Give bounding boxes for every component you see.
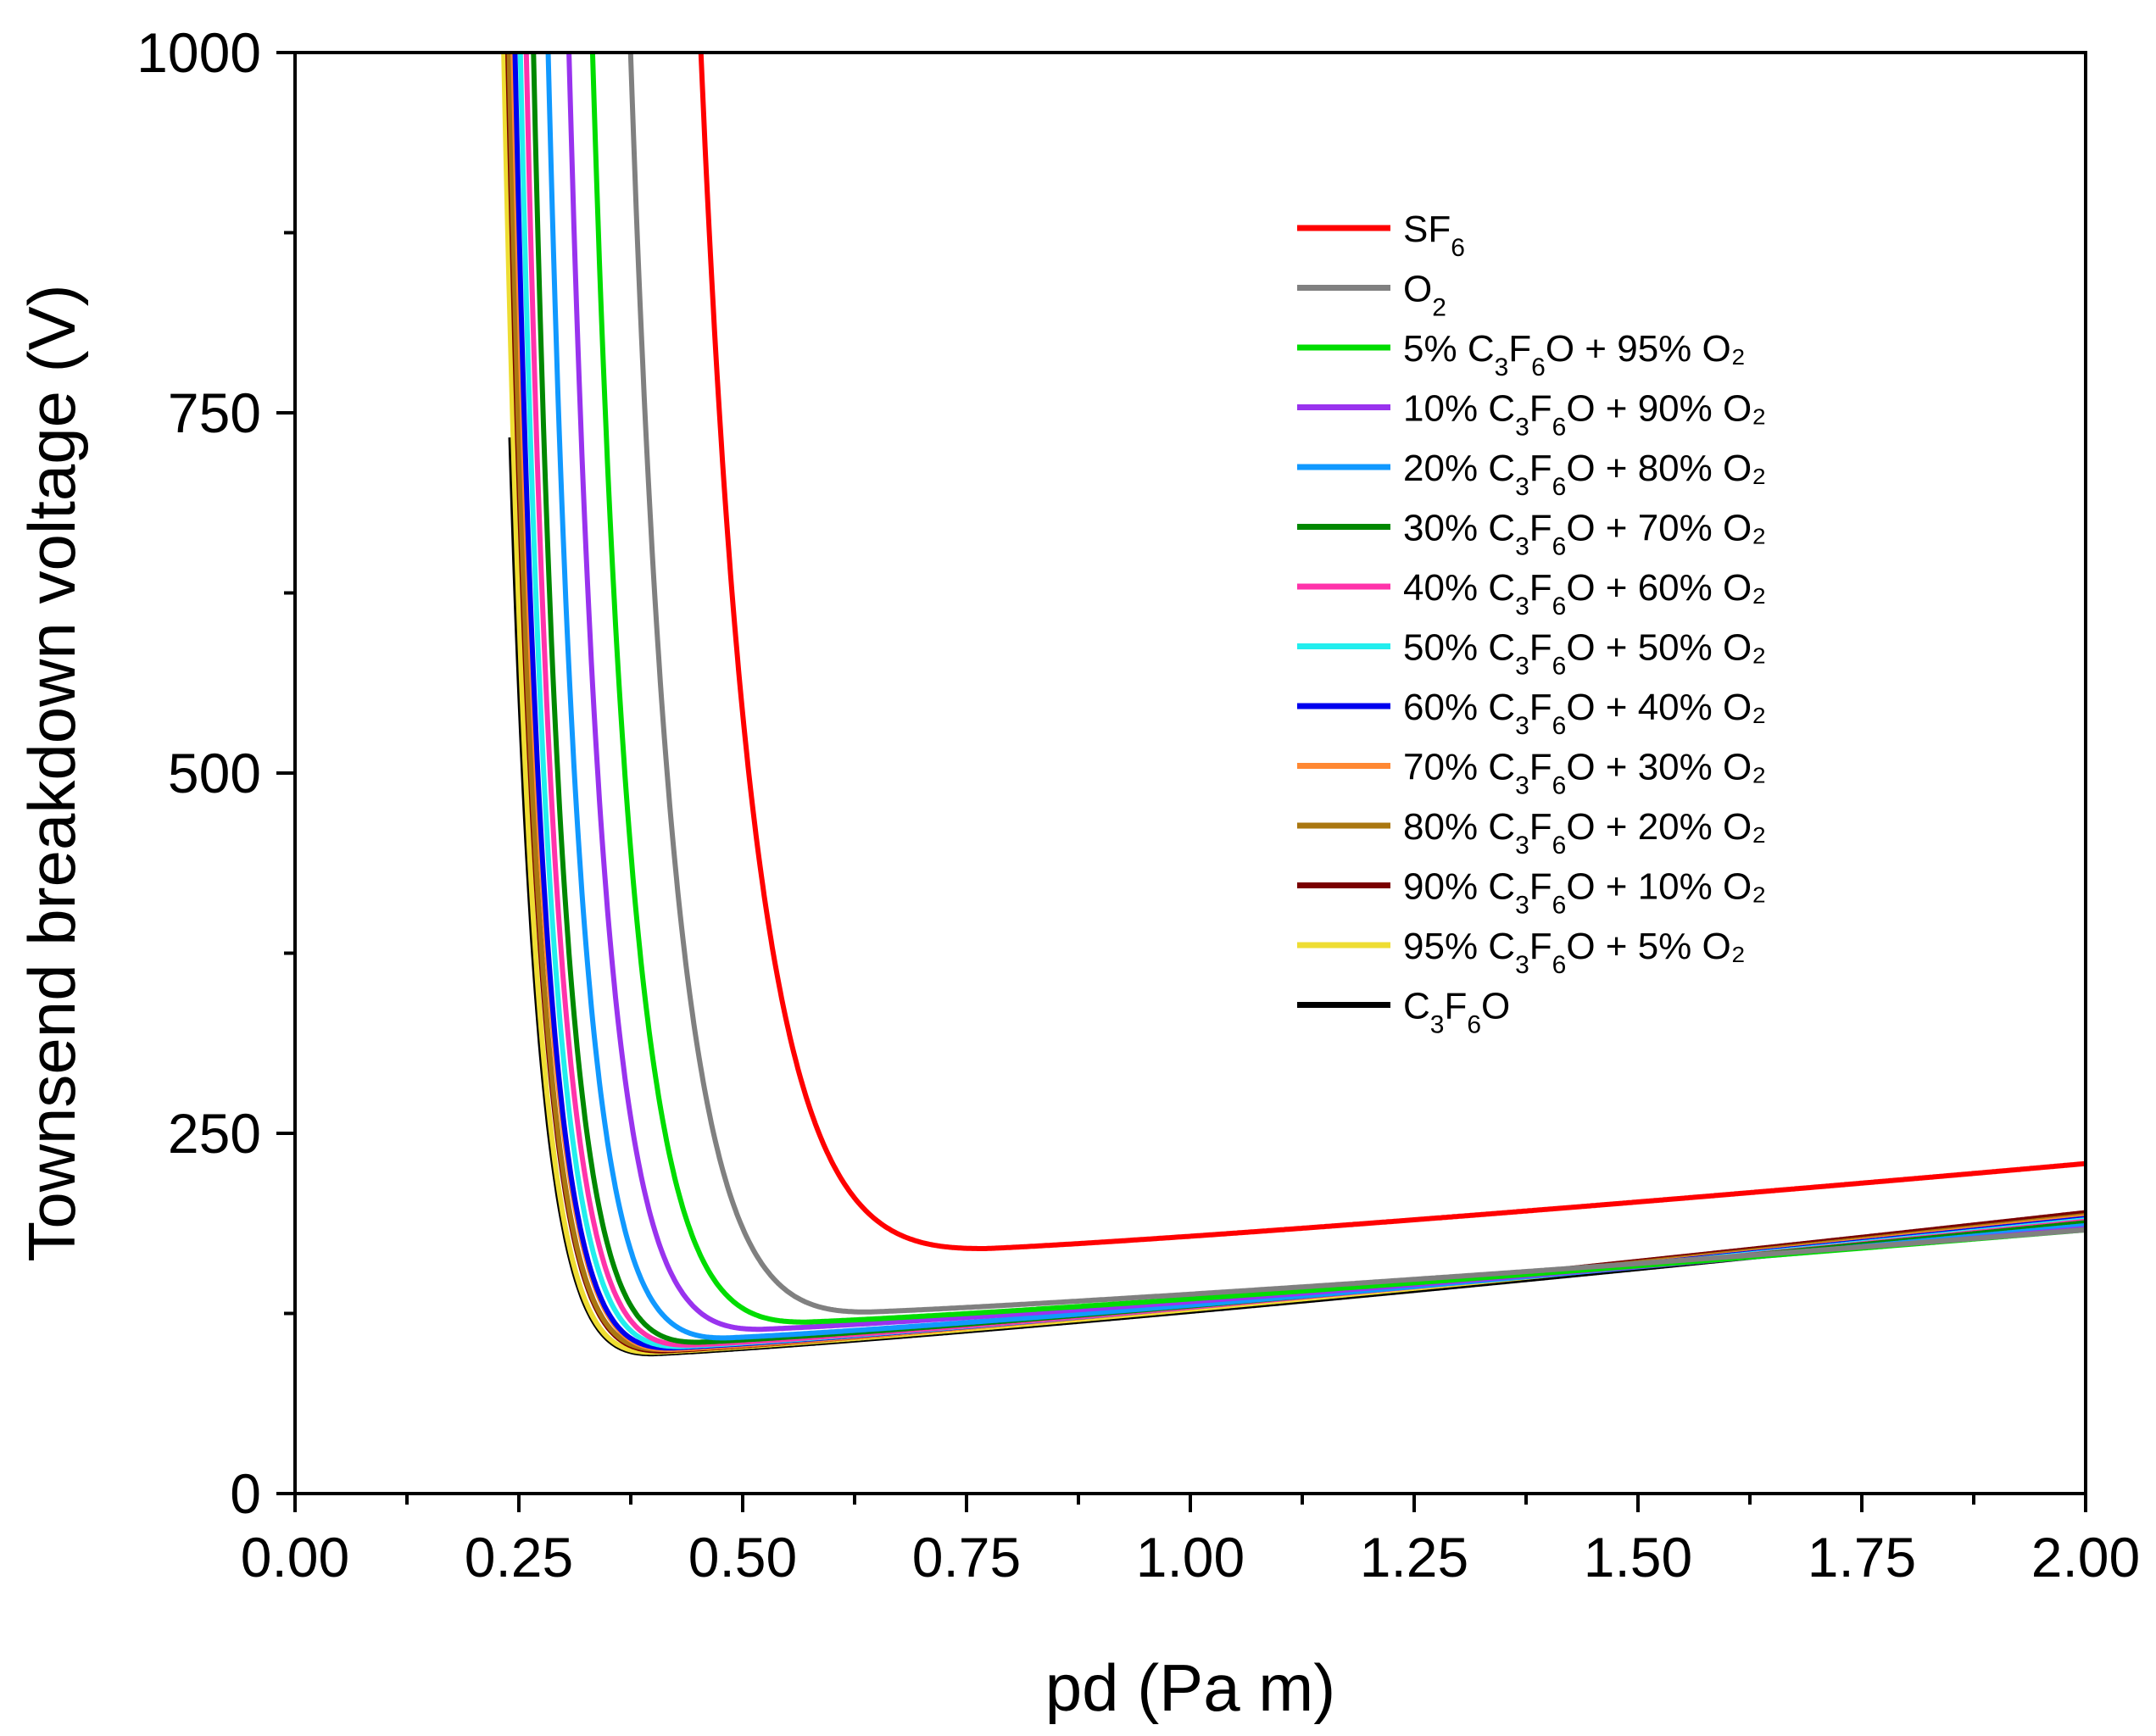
y-tick-label: 1000	[136, 21, 261, 84]
legend-item: 40% C3F6O + 60% O₂	[1297, 567, 1766, 620]
x-tick-label: 1.50	[1584, 1526, 1692, 1589]
legend-item: 20% C3F6O + 80% O₂	[1297, 448, 1766, 501]
x-tick-label: 1.25	[1360, 1526, 1468, 1589]
x-tick-label: 1.75	[1808, 1526, 1916, 1589]
series-layer	[501, 53, 2086, 1357]
y-tick-label: 250	[168, 1102, 261, 1165]
x-tick-label: 0.00	[241, 1526, 349, 1589]
series-line	[506, 53, 2086, 1352]
legend-item: C3F6O	[1297, 986, 1510, 1039]
x-tick-label: 0.25	[465, 1526, 573, 1589]
plot-frame	[293, 51, 2087, 1495]
legend-label: 20% C3F6O + 80% O₂	[1403, 448, 1766, 501]
y-tick-label: 750	[168, 381, 261, 444]
legend-label: 80% C3F6O + 20% O₂	[1403, 806, 1766, 860]
legend-label: O2	[1403, 269, 1446, 322]
legend-item: 90% C3F6O + 10% O₂	[1297, 866, 1766, 920]
series-line	[512, 53, 2086, 1351]
y-axis-ticks: 0 250 500 750 1000	[136, 21, 295, 1525]
legend-item: O2	[1297, 269, 1446, 322]
legend-item: 80% C3F6O + 20% O₂	[1297, 806, 1766, 860]
legend-label: 60% C3F6O + 40% O₂	[1403, 687, 1766, 740]
series-line	[545, 53, 2086, 1341]
y-tick-label: 500	[168, 742, 261, 804]
legend-item: 95% C3F6O + 5% O₂	[1297, 926, 1746, 979]
legend-item: 10% C3F6O + 90% O₂	[1297, 388, 1766, 442]
legend-label: 10% C3F6O + 90% O₂	[1403, 388, 1766, 442]
x-tick-label: 0.75	[912, 1526, 1021, 1589]
series-line	[517, 53, 2086, 1349]
x-axis-ticks: 0.00 0.25 0.50 0.75 1.00 1.25 1.50 1.75 2.00	[241, 1494, 2140, 1589]
legend-item: 60% C3F6O + 40% O₂	[1297, 687, 1766, 740]
x-tick-label: 1.00	[1136, 1526, 1245, 1589]
x-tick-label: 0.50	[688, 1526, 797, 1589]
series-line	[566, 53, 2086, 1333]
legend-label: 90% C3F6O + 10% O₂	[1403, 866, 1766, 920]
series-line	[589, 53, 2086, 1325]
legend-item: SF6	[1297, 209, 1465, 262]
series-line	[627, 53, 2086, 1315]
legend-label: 40% C3F6O + 60% O₂	[1403, 567, 1766, 620]
series-line	[698, 53, 2086, 1251]
x-tick-label: 2.00	[2031, 1526, 2140, 1589]
x-axis-title: pd (Pa m)	[1045, 1650, 1335, 1725]
legend-item: 50% C3F6O + 50% O₂	[1297, 627, 1766, 681]
legend-item: 30% C3F6O + 70% O₂	[1297, 508, 1766, 561]
legend-label: 30% C3F6O + 70% O₂	[1403, 508, 1766, 561]
legend-label: SF6	[1403, 209, 1465, 262]
series-line	[510, 53, 2086, 1352]
legend-label: 70% C3F6O + 30% O₂	[1403, 747, 1766, 800]
legend: SF6 O2 5% C3F6O + 95% O₂ 10% C3F6O + 90% O₂…	[1297, 209, 1766, 1038]
y-axis-title: Townsend breakdown voltage (V)	[14, 284, 89, 1261]
legend-label: 5% C3F6O + 95% O₂	[1403, 328, 1746, 381]
legend-label: 50% C3F6O + 50% O₂	[1403, 627, 1766, 681]
legend-item: 5% C3F6O + 95% O₂	[1297, 328, 1746, 381]
y-tick-label: 0	[230, 1462, 261, 1525]
legend-label: C3F6O	[1403, 986, 1510, 1039]
legend-item: 70% C3F6O + 30% O₂	[1297, 747, 1766, 800]
legend-label: 95% C3F6O + 5% O₂	[1403, 926, 1746, 979]
series-line	[531, 53, 2086, 1345]
series-line	[523, 53, 2086, 1348]
series-line	[508, 437, 2086, 1357]
